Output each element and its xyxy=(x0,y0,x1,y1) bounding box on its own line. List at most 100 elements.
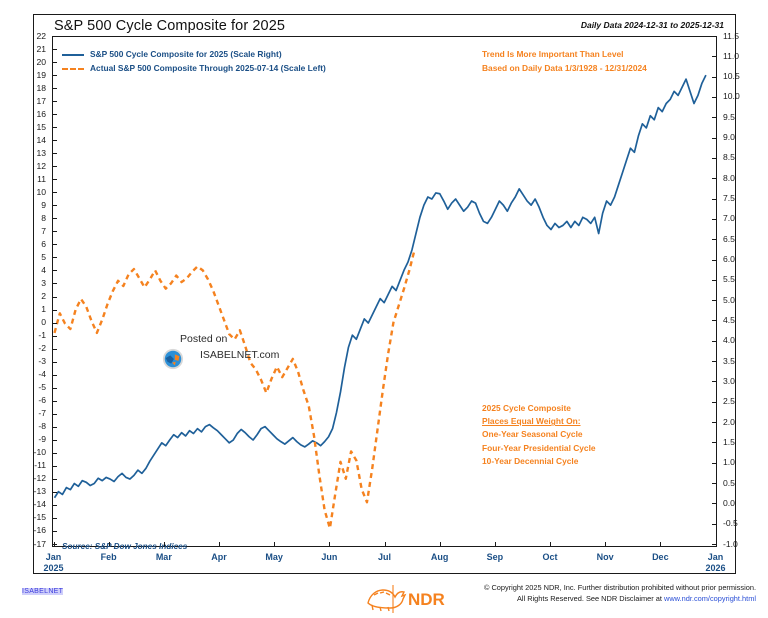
left-axis-tick xyxy=(53,374,57,376)
legend-item-actual: Actual S&P 500 Composite Through 2025-07… xyxy=(62,62,326,76)
right-axis-tick xyxy=(712,36,716,37)
left-axis-tick-label: -16 xyxy=(33,525,46,536)
x-axis-tick-label: Jul xyxy=(377,552,391,562)
right-axis-tick-label: 3.0 xyxy=(723,375,735,386)
watermark-line-1: Posted on xyxy=(180,333,228,345)
left-axis-tick-label: 21 xyxy=(36,43,46,54)
right-axis-tick xyxy=(712,76,716,78)
right-axis-tick xyxy=(712,279,716,281)
left-axis-tick-label: -8 xyxy=(38,421,46,432)
left-axis-tick xyxy=(53,192,57,194)
left-axis-tick-label: -10 xyxy=(33,447,46,458)
right-axis-tick-label: 10.0 xyxy=(723,91,740,102)
footer-line-2-pre: All Rights Reserved. See NDR Disclaimer … xyxy=(516,593,664,603)
x-axis-tick xyxy=(329,542,331,546)
ndr-logo-text: NDR xyxy=(408,590,445,609)
left-axis-tick xyxy=(53,517,57,519)
series-cycle-composite xyxy=(53,74,707,499)
left-axis-tick xyxy=(53,153,57,155)
left-axis-tick-label: 3 xyxy=(41,277,46,288)
x-axis-tick xyxy=(274,542,276,546)
right-axis-tick-label: 6.5 xyxy=(723,233,735,244)
left-axis-tick-label: -13 xyxy=(33,486,46,497)
isabelnet-watermark: Posted on ISABELNET.com xyxy=(156,333,306,375)
left-axis-tick xyxy=(53,231,57,233)
right-axis-tick xyxy=(712,137,716,139)
left-axis-tick xyxy=(53,49,57,51)
right-axis-tick xyxy=(712,503,716,505)
left-axis-tick xyxy=(53,348,57,350)
left-axis-tick-label: -2 xyxy=(38,343,46,354)
x-axis-tick xyxy=(219,542,220,546)
left-axis-tick-label: 18 xyxy=(36,82,46,93)
right-axis-tick xyxy=(712,157,716,159)
left-axis-tick xyxy=(53,244,57,246)
ndr-disclaimer-link[interactable]: www.ndr.com/copyright.html xyxy=(663,593,756,603)
right-axis-tick xyxy=(712,117,716,119)
left-axis-tick-label: -15 xyxy=(33,512,46,523)
left-axis-tick xyxy=(53,205,57,207)
watermark-bottom-left: ISABELNET xyxy=(22,588,64,595)
right-axis-tick xyxy=(712,381,716,383)
left-axis-tick xyxy=(53,452,57,454)
x-axis-tick-label: Jun xyxy=(321,552,338,562)
x-axis-tick-label: Nov xyxy=(596,552,614,562)
left-axis-tick-label: -14 xyxy=(33,499,46,510)
x-axis-tick xyxy=(550,542,551,546)
footer-line-2: All Rights Reserved. See NDR Disclaimer … xyxy=(484,594,756,605)
left-axis-tick-label: 10 xyxy=(36,186,46,197)
left-axis-tick xyxy=(53,166,57,168)
series-actual-sp500 xyxy=(53,249,416,530)
right-axis-tick xyxy=(712,198,716,200)
right-axis-tick-label: 7.5 xyxy=(723,193,735,204)
right-axis-tick xyxy=(712,96,716,98)
right-axis-tick xyxy=(712,483,716,485)
x-axis-tick-label: Oct xyxy=(542,552,558,562)
x-axis-tick-label: Jan 2026 xyxy=(705,552,726,573)
right-axis-tick-label: 1.0 xyxy=(723,457,735,468)
right-axis-tick-label: 7.0 xyxy=(723,213,735,224)
left-axis-tick-label: -4 xyxy=(38,369,46,380)
right-axis-tick-label: 9.5 xyxy=(723,111,735,122)
left-axis-tick-label: 5 xyxy=(41,251,46,262)
left-axis-tick xyxy=(53,270,57,272)
source-label: Source: S&P Dow Jones Indices xyxy=(62,542,188,551)
right-axis-tick-label: 9.0 xyxy=(723,132,735,143)
daily-data-range-label: Daily Data 2024-12-31 to 2025-12-31 xyxy=(580,20,724,30)
right-axis-tick xyxy=(712,361,716,363)
right-axis-tick-label: 4.5 xyxy=(723,314,735,325)
annotation-cycle-weights: 2025 Cycle Composite Places Equal Weight… xyxy=(482,402,596,468)
right-axis-tick-label: 11.0 xyxy=(723,50,740,61)
left-axis-tick xyxy=(53,504,57,506)
left-axis-tick xyxy=(53,413,57,415)
left-axis-tick xyxy=(53,36,57,37)
annotation-trend-note: Trend Is More Important Than Level Based… xyxy=(482,48,647,75)
right-axis-tick-label: 0.5 xyxy=(723,477,735,488)
left-axis-tick-label: 17 xyxy=(36,95,46,106)
x-axis-tick xyxy=(163,542,165,546)
annotation-trend-line-1: Trend Is More Important Than Level xyxy=(482,49,624,59)
x-axis-tick xyxy=(494,542,496,546)
x-axis-tick xyxy=(384,542,386,546)
left-axis-tick-label: 12 xyxy=(36,160,46,171)
left-axis-tick xyxy=(53,491,57,493)
x-axis-tick-label: Feb xyxy=(100,552,117,562)
right-axis-tick-label: 4.0 xyxy=(723,335,735,346)
left-axis-tick xyxy=(53,335,57,337)
right-axis-tick-label: -0.5 xyxy=(723,518,738,529)
right-axis-tick-label: 8.0 xyxy=(723,172,735,183)
left-axis-tick-label: 4 xyxy=(41,264,46,275)
x-axis-tick-label: Apr xyxy=(211,552,227,562)
left-axis-tick-label: 15 xyxy=(36,121,46,132)
x-axis-tick xyxy=(715,542,717,546)
left-axis-tick xyxy=(53,88,57,90)
annotation-cycle-line-1: 2025 Cycle Composite xyxy=(482,403,571,413)
left-axis-tick-label: 13 xyxy=(36,147,46,158)
left-axis-tick xyxy=(53,62,57,64)
right-axis-tick-label: 11.5 xyxy=(723,30,740,41)
left-axis-tick-label: 6 xyxy=(41,238,46,249)
left-axis-tick-label: 20 xyxy=(36,56,46,67)
left-axis-tick xyxy=(53,218,57,220)
right-axis-tick-label: 8.5 xyxy=(723,152,735,163)
left-axis-tick-label: 9 xyxy=(41,199,46,210)
